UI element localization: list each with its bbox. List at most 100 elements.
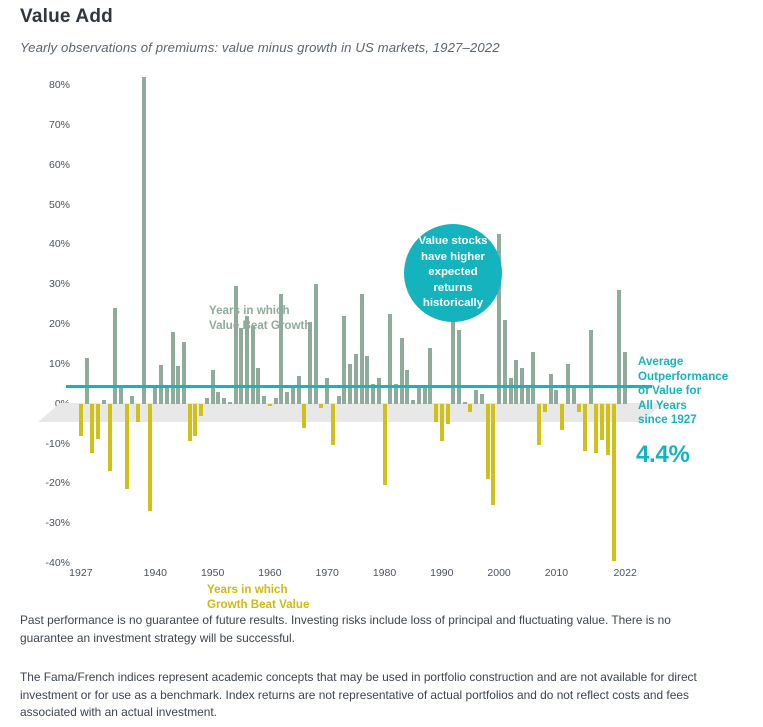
bar-2018: [600, 403, 605, 440]
bar-1980: [382, 403, 387, 486]
bar-1988: [428, 347, 433, 404]
bar-2016: [588, 329, 593, 404]
bar-2006: [531, 351, 536, 404]
bar-1997: [479, 393, 484, 404]
x-tick-label: 1970: [315, 567, 339, 579]
bar-1960: [267, 403, 272, 406]
bar-1967: [308, 322, 313, 404]
bar-1970: [325, 377, 330, 404]
bar-1998: [485, 403, 490, 480]
bar-1932: [107, 403, 112, 472]
bar-2008: [542, 403, 547, 412]
bar-1981: [388, 314, 393, 404]
bar-1999: [491, 403, 496, 506]
x-tick-label: 1940: [143, 567, 168, 579]
bar-2010: [554, 389, 559, 404]
bar-1930: [96, 403, 101, 439]
bar-1994: [462, 401, 467, 404]
bar-1966: [302, 403, 307, 428]
bar-1955: [239, 327, 244, 404]
bar-1943: [170, 331, 175, 404]
bar-1995: [468, 403, 473, 412]
bar-1928: [84, 357, 89, 404]
bar-1972: [336, 395, 341, 404]
bar-2012: [565, 363, 570, 404]
bar-1976: [359, 294, 364, 404]
y-tick-label: 30%: [48, 278, 70, 291]
bar-2015: [583, 403, 588, 452]
y-tick-label: 20%: [48, 318, 70, 330]
bar-1936: [130, 396, 135, 404]
bar-1937: [136, 403, 141, 422]
bar-1944: [176, 365, 181, 404]
bar-1954: [233, 286, 238, 404]
average-outperformance-value: 4.4%: [636, 441, 690, 468]
bar-2022: [623, 351, 628, 404]
average-reference-line: [66, 385, 652, 389]
bar-2019: [605, 403, 610, 456]
x-tick-label: 2000: [487, 567, 511, 579]
bar-1940: [153, 387, 158, 404]
y-tick-label: 60%: [48, 158, 70, 171]
bar-1971: [330, 403, 335, 446]
bar-2011: [560, 403, 565, 430]
page-title: Value Add: [20, 6, 113, 27]
bar-1991: [445, 403, 450, 424]
bar-1938: [141, 77, 146, 404]
x-tick-label: 2022: [613, 567, 637, 579]
legend-value-beat-growth: Years in which Value Beat Growth: [209, 304, 312, 332]
bar-2020: [611, 403, 616, 561]
bar-1948: [199, 403, 204, 416]
bar-1934: [118, 385, 123, 404]
bar-2017: [594, 403, 599, 454]
y-tick-label: 10%: [48, 357, 70, 370]
bar-2005: [525, 387, 530, 404]
footer-disclosures: Past performance is no guarantee of futu…: [20, 612, 720, 722]
bar-1983: [399, 337, 404, 404]
bar-1968: [313, 284, 318, 404]
bar-2021: [617, 290, 622, 404]
bar-1957: [250, 325, 255, 404]
bar-1985: [411, 399, 416, 404]
bar-1935: [124, 403, 129, 490]
x-tick-label: 1950: [200, 567, 225, 579]
bar-2007: [537, 403, 542, 446]
x-tick-label: 1980: [372, 567, 397, 579]
bar-1993: [456, 329, 461, 404]
bar-1953: [227, 401, 232, 404]
baseline-slab: [38, 403, 663, 422]
callout-bubble-text: Value stocks have higher expected return…: [418, 235, 488, 310]
bar-1969: [319, 403, 324, 408]
bar-1929: [90, 403, 95, 454]
bar-1956: [245, 316, 249, 404]
bar-2013: [571, 385, 576, 404]
bar-1959: [262, 395, 267, 404]
value-premium-chart: Difference of Return 80%70%60%50%40%30%2…: [0, 70, 763, 611]
bar-1989: [434, 403, 439, 422]
bar-1939: [147, 403, 152, 512]
bar-1942: [164, 386, 169, 404]
legend-growth-beat-value: Years in which Growth Beat Value: [207, 583, 310, 611]
bar-1977: [365, 355, 370, 404]
plot-area: Value stocks have higher expected return…: [38, 77, 663, 611]
bar-1931: [101, 400, 106, 404]
bar-1986: [416, 387, 421, 404]
bar-2002: [508, 377, 513, 404]
bar-1987: [422, 385, 427, 404]
y-tick-label: 70%: [48, 118, 70, 131]
bar-1975: [353, 353, 358, 404]
y-axis-tick-labels: 80% 70% 60% 50% 40% 30% 20% 10% 0% -10% -20% -30% -4…: [22, 79, 70, 569]
bar-2001: [502, 320, 507, 404]
bar-1952: [222, 397, 227, 404]
bar-2003: [514, 359, 519, 404]
y-tick-label: 80%: [48, 79, 70, 91]
x-tick-label: 1960: [258, 567, 282, 579]
y-tick-label: -20%: [45, 477, 70, 490]
x-axis-tick-labels: 1927 1940 1950 1960 1970 1980 1990 2000 2010 2022: [69, 567, 637, 587]
bar-1982: [393, 383, 398, 404]
bar-1946: [187, 403, 192, 442]
bar-2014: [577, 403, 582, 412]
header: Value Add Yearly observations of premium…: [20, 6, 750, 55]
bar-1974: [348, 363, 353, 404]
bar-1965: [296, 375, 301, 404]
